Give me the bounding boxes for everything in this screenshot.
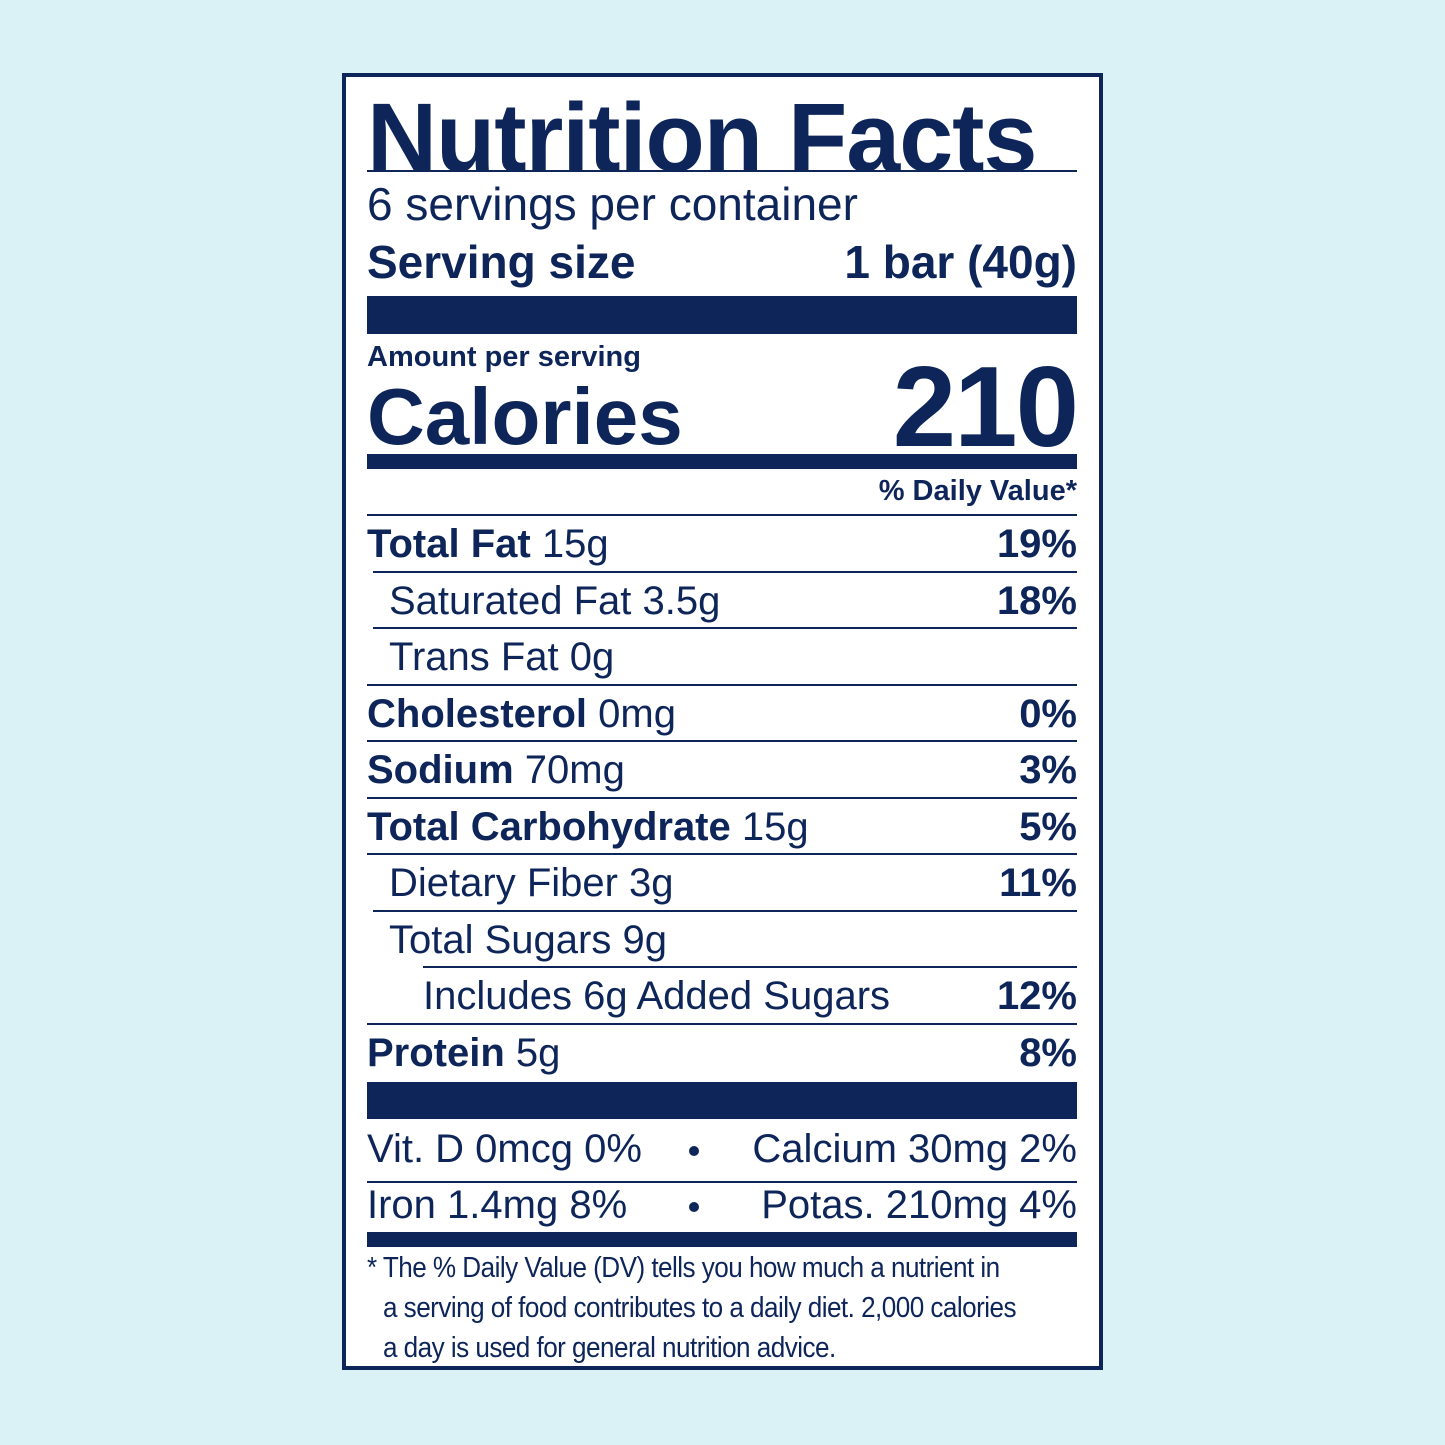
row-rule bbox=[367, 740, 1077, 742]
separator-dot bbox=[689, 1202, 699, 1212]
daily-value: 8% bbox=[1019, 1030, 1077, 1075]
serving-size-value: 1 bar (40g) bbox=[844, 236, 1077, 288]
daily-value: 11% bbox=[999, 861, 1077, 905]
nutrient-name: Saturated Fat 3.5g bbox=[389, 578, 721, 623]
nutrient-name: Includes 6g Added Sugars bbox=[423, 974, 891, 1018]
daily-value: 3% bbox=[1019, 748, 1077, 792]
daily-value: 5% bbox=[1019, 804, 1077, 849]
separator-dot bbox=[689, 1146, 699, 1156]
row-rule bbox=[373, 627, 1077, 629]
amount-per-serving: Amount per serving bbox=[367, 341, 641, 373]
daily-value-header: % Daily Value* bbox=[878, 475, 1077, 507]
nutrient-name: Sodium bbox=[367, 748, 514, 792]
daily-value: 18% bbox=[996, 578, 1077, 623]
nutrition-label: Nutrition Facts 6 servings per container… bbox=[342, 73, 1103, 1370]
footnote-line: a day is used for general nutrition advi… bbox=[383, 1332, 836, 1364]
row-rule bbox=[373, 909, 1077, 912]
medium-bar bbox=[367, 454, 1077, 469]
daily-value: 12% bbox=[996, 974, 1077, 1018]
micronutrient: Calcium 30mg 2% bbox=[752, 1127, 1077, 1171]
nutrient-row: Saturated Fat 3.5g bbox=[389, 581, 720, 621]
nutrient-amount: 15g bbox=[541, 522, 609, 566]
nutrient-row: Dietary Fiber 3g bbox=[389, 863, 674, 903]
servings: 6 servings per container bbox=[367, 178, 858, 230]
row-rule bbox=[367, 853, 1077, 855]
nutrient-name: Cholesterol bbox=[367, 691, 588, 736]
row-rule bbox=[367, 796, 1077, 799]
calories-label: Calories bbox=[367, 372, 683, 461]
thick-bar bbox=[367, 1082, 1077, 1119]
micronutrient: Vit. D 0mcg 0% bbox=[367, 1127, 642, 1171]
nutrient-row: Includes 6g Added Sugars bbox=[423, 976, 890, 1016]
nutrient-name: Total Fat bbox=[367, 522, 531, 566]
nutrient-name: Dietary Fiber 3g bbox=[389, 861, 674, 905]
nutrient-row: Sodium 70mg bbox=[367, 750, 625, 790]
nutrient-row: Trans Fat 0g bbox=[389, 637, 614, 677]
thick-bar bbox=[367, 296, 1077, 334]
title-rule bbox=[367, 170, 1077, 172]
nutrient-name: Total Sugars 9g bbox=[389, 917, 667, 962]
nutrient-amount: 70mg bbox=[524, 748, 625, 792]
row-rule bbox=[367, 1181, 1077, 1183]
serving-size-label: Serving size bbox=[367, 236, 636, 288]
micronutrient: Iron 1.4mg 8% bbox=[367, 1183, 628, 1227]
title: Nutrition Facts bbox=[367, 83, 1037, 192]
nutrient-name: Total Carbohydrate bbox=[367, 804, 731, 849]
nutrient-row: Protein 5g bbox=[367, 1033, 560, 1073]
footnote-line: a serving of food contributes to a daily… bbox=[383, 1292, 1017, 1324]
nutrient-amount: 0mg bbox=[598, 691, 676, 736]
row-rule bbox=[423, 966, 1077, 968]
row-rule bbox=[367, 514, 1077, 516]
label-content: Nutrition Facts 6 servings per container… bbox=[367, 77, 1079, 1366]
nutrient-row: Total Carbohydrate 15g bbox=[367, 807, 809, 847]
calories-value: 210 bbox=[892, 344, 1079, 471]
nutrient-amount: 5g bbox=[515, 1030, 561, 1075]
daily-value: 19% bbox=[996, 522, 1077, 566]
daily-value: 0% bbox=[1019, 691, 1077, 736]
row-rule bbox=[367, 1022, 1077, 1025]
nutrient-row: Total Sugars 9g bbox=[389, 920, 667, 960]
nutrient-row: Cholesterol 0mg bbox=[367, 694, 676, 734]
row-rule bbox=[367, 683, 1077, 686]
nutrient-row: Total Fat 15g bbox=[367, 524, 609, 564]
nutrient-name: Protein bbox=[367, 1030, 505, 1075]
micronutrient: Potas. 210mg 4% bbox=[761, 1183, 1077, 1227]
medium-bar bbox=[367, 1232, 1077, 1247]
footnote-line: * The % Daily Value (DV) tells you how m… bbox=[367, 1252, 1000, 1284]
row-rule bbox=[373, 570, 1077, 573]
nutrient-amount: 15g bbox=[741, 804, 809, 849]
nutrient-name: Trans Fat 0g bbox=[389, 635, 615, 679]
